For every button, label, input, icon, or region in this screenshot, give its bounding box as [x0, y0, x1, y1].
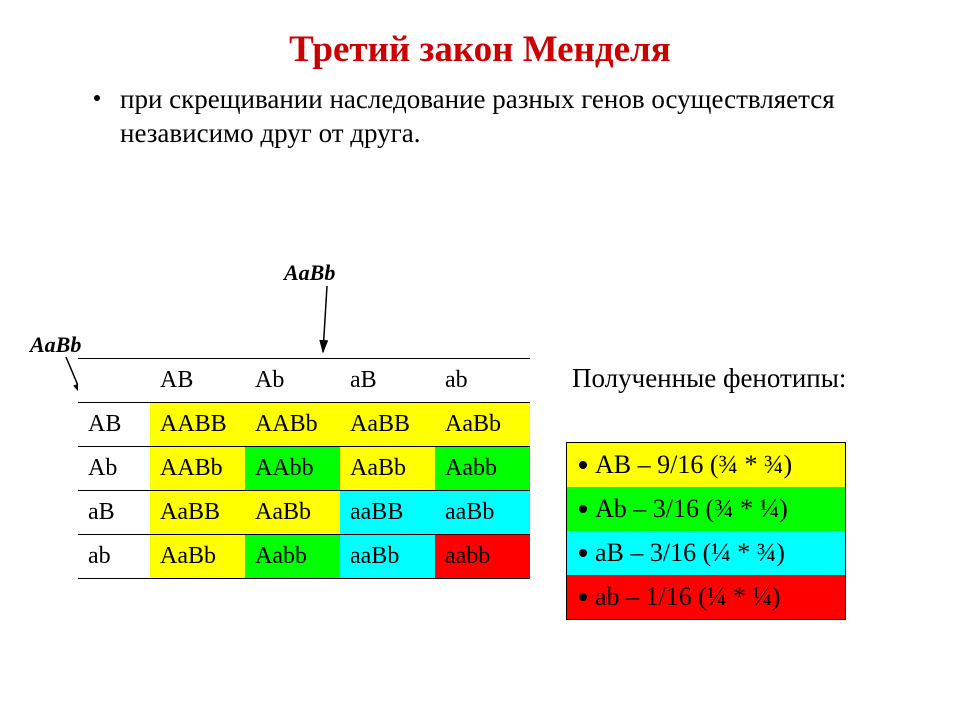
slide-title: Третий закон Менделя: [0, 0, 960, 71]
genotype-cell: AAbb: [245, 447, 340, 491]
bullet-dot-icon: [579, 549, 587, 557]
gamete-header: [78, 359, 150, 403]
gamete-header: AB: [150, 359, 245, 403]
genotype-cell: AaBB: [340, 403, 435, 447]
phenotypes-title: Полученные фенотипы:: [572, 362, 846, 396]
gamete-header: Ab: [245, 359, 340, 403]
phenotype-text: ab – 1/16 (¼ * ¼): [595, 582, 781, 612]
genotype-cell: aaBB: [340, 491, 435, 535]
genotype-cell: AABb: [245, 403, 340, 447]
bullet-dot-icon: [579, 461, 587, 469]
genotype-cell: Aabb: [245, 535, 340, 579]
table-row: abAaBbAabbaaBbaabb: [78, 535, 530, 579]
phenotype-item: Ab – 3/16 (¾ * ¼): [567, 487, 845, 531]
genotype-cell: Aabb: [435, 447, 530, 491]
phenotype-item: AB – 9/16 (¾ * ¾): [567, 443, 845, 487]
phenotype-item: aB – 3/16 (¼ * ¾): [567, 531, 845, 575]
genotype-cell: AABb: [150, 447, 245, 491]
genotype-cell: AaBb: [150, 535, 245, 579]
gamete-header: aB: [340, 359, 435, 403]
genotype-cell: aaBb: [340, 535, 435, 579]
bullet-dot-icon: [579, 505, 587, 513]
phenotype-text: Ab – 3/16 (¾ * ¼): [595, 494, 788, 524]
parent-label-top: AaBb: [284, 260, 335, 286]
phenotype-item: ab – 1/16 (¼ * ¼): [567, 575, 845, 619]
description-text: при скрещивании наследование разных гено…: [120, 84, 835, 148]
genotype-cell: AaBb: [340, 447, 435, 491]
table-row: ABAbaBab: [78, 359, 530, 403]
table-row: ABAABBAABbAaBBAaBb: [78, 403, 530, 447]
genotype-cell: AaBB: [150, 491, 245, 535]
bullet-dot-icon: [94, 95, 100, 101]
gamete-header: ab: [78, 535, 150, 579]
table-row: AbAABbAAbbAaBbAabb: [78, 447, 530, 491]
bullet-dot-icon: [579, 593, 587, 601]
gamete-header: Ab: [78, 447, 150, 491]
parent-label-left: AaBb: [30, 332, 81, 358]
genotype-cell: AaBb: [435, 403, 530, 447]
gamete-header: aB: [78, 491, 150, 535]
genotype-cell: AaBb: [245, 491, 340, 535]
arrow-line: [323, 286, 327, 352]
punnett-square: ABAbaBabABAABBAABbAaBBAaBbAbAABbAAbbAaBb…: [78, 358, 530, 579]
phenotype-text: aB – 3/16 (¼ * ¾): [595, 538, 785, 568]
gamete-header: ab: [435, 359, 530, 403]
genotype-cell: AABB: [150, 403, 245, 447]
genotype-cell: aaBb: [435, 491, 530, 535]
phenotypes-list: AB – 9/16 (¾ * ¾) Ab – 3/16 (¾ * ¼) aB – 3…: [566, 442, 846, 620]
description-paragraph: при скрещивании наследование разных гено…: [120, 83, 870, 151]
gamete-header: AB: [78, 403, 150, 447]
table-row: aBAaBBAaBbaaBBaaBb: [78, 491, 530, 535]
genotype-cell: aabb: [435, 535, 530, 579]
phenotype-text: AB – 9/16 (¾ * ¾): [595, 450, 792, 480]
